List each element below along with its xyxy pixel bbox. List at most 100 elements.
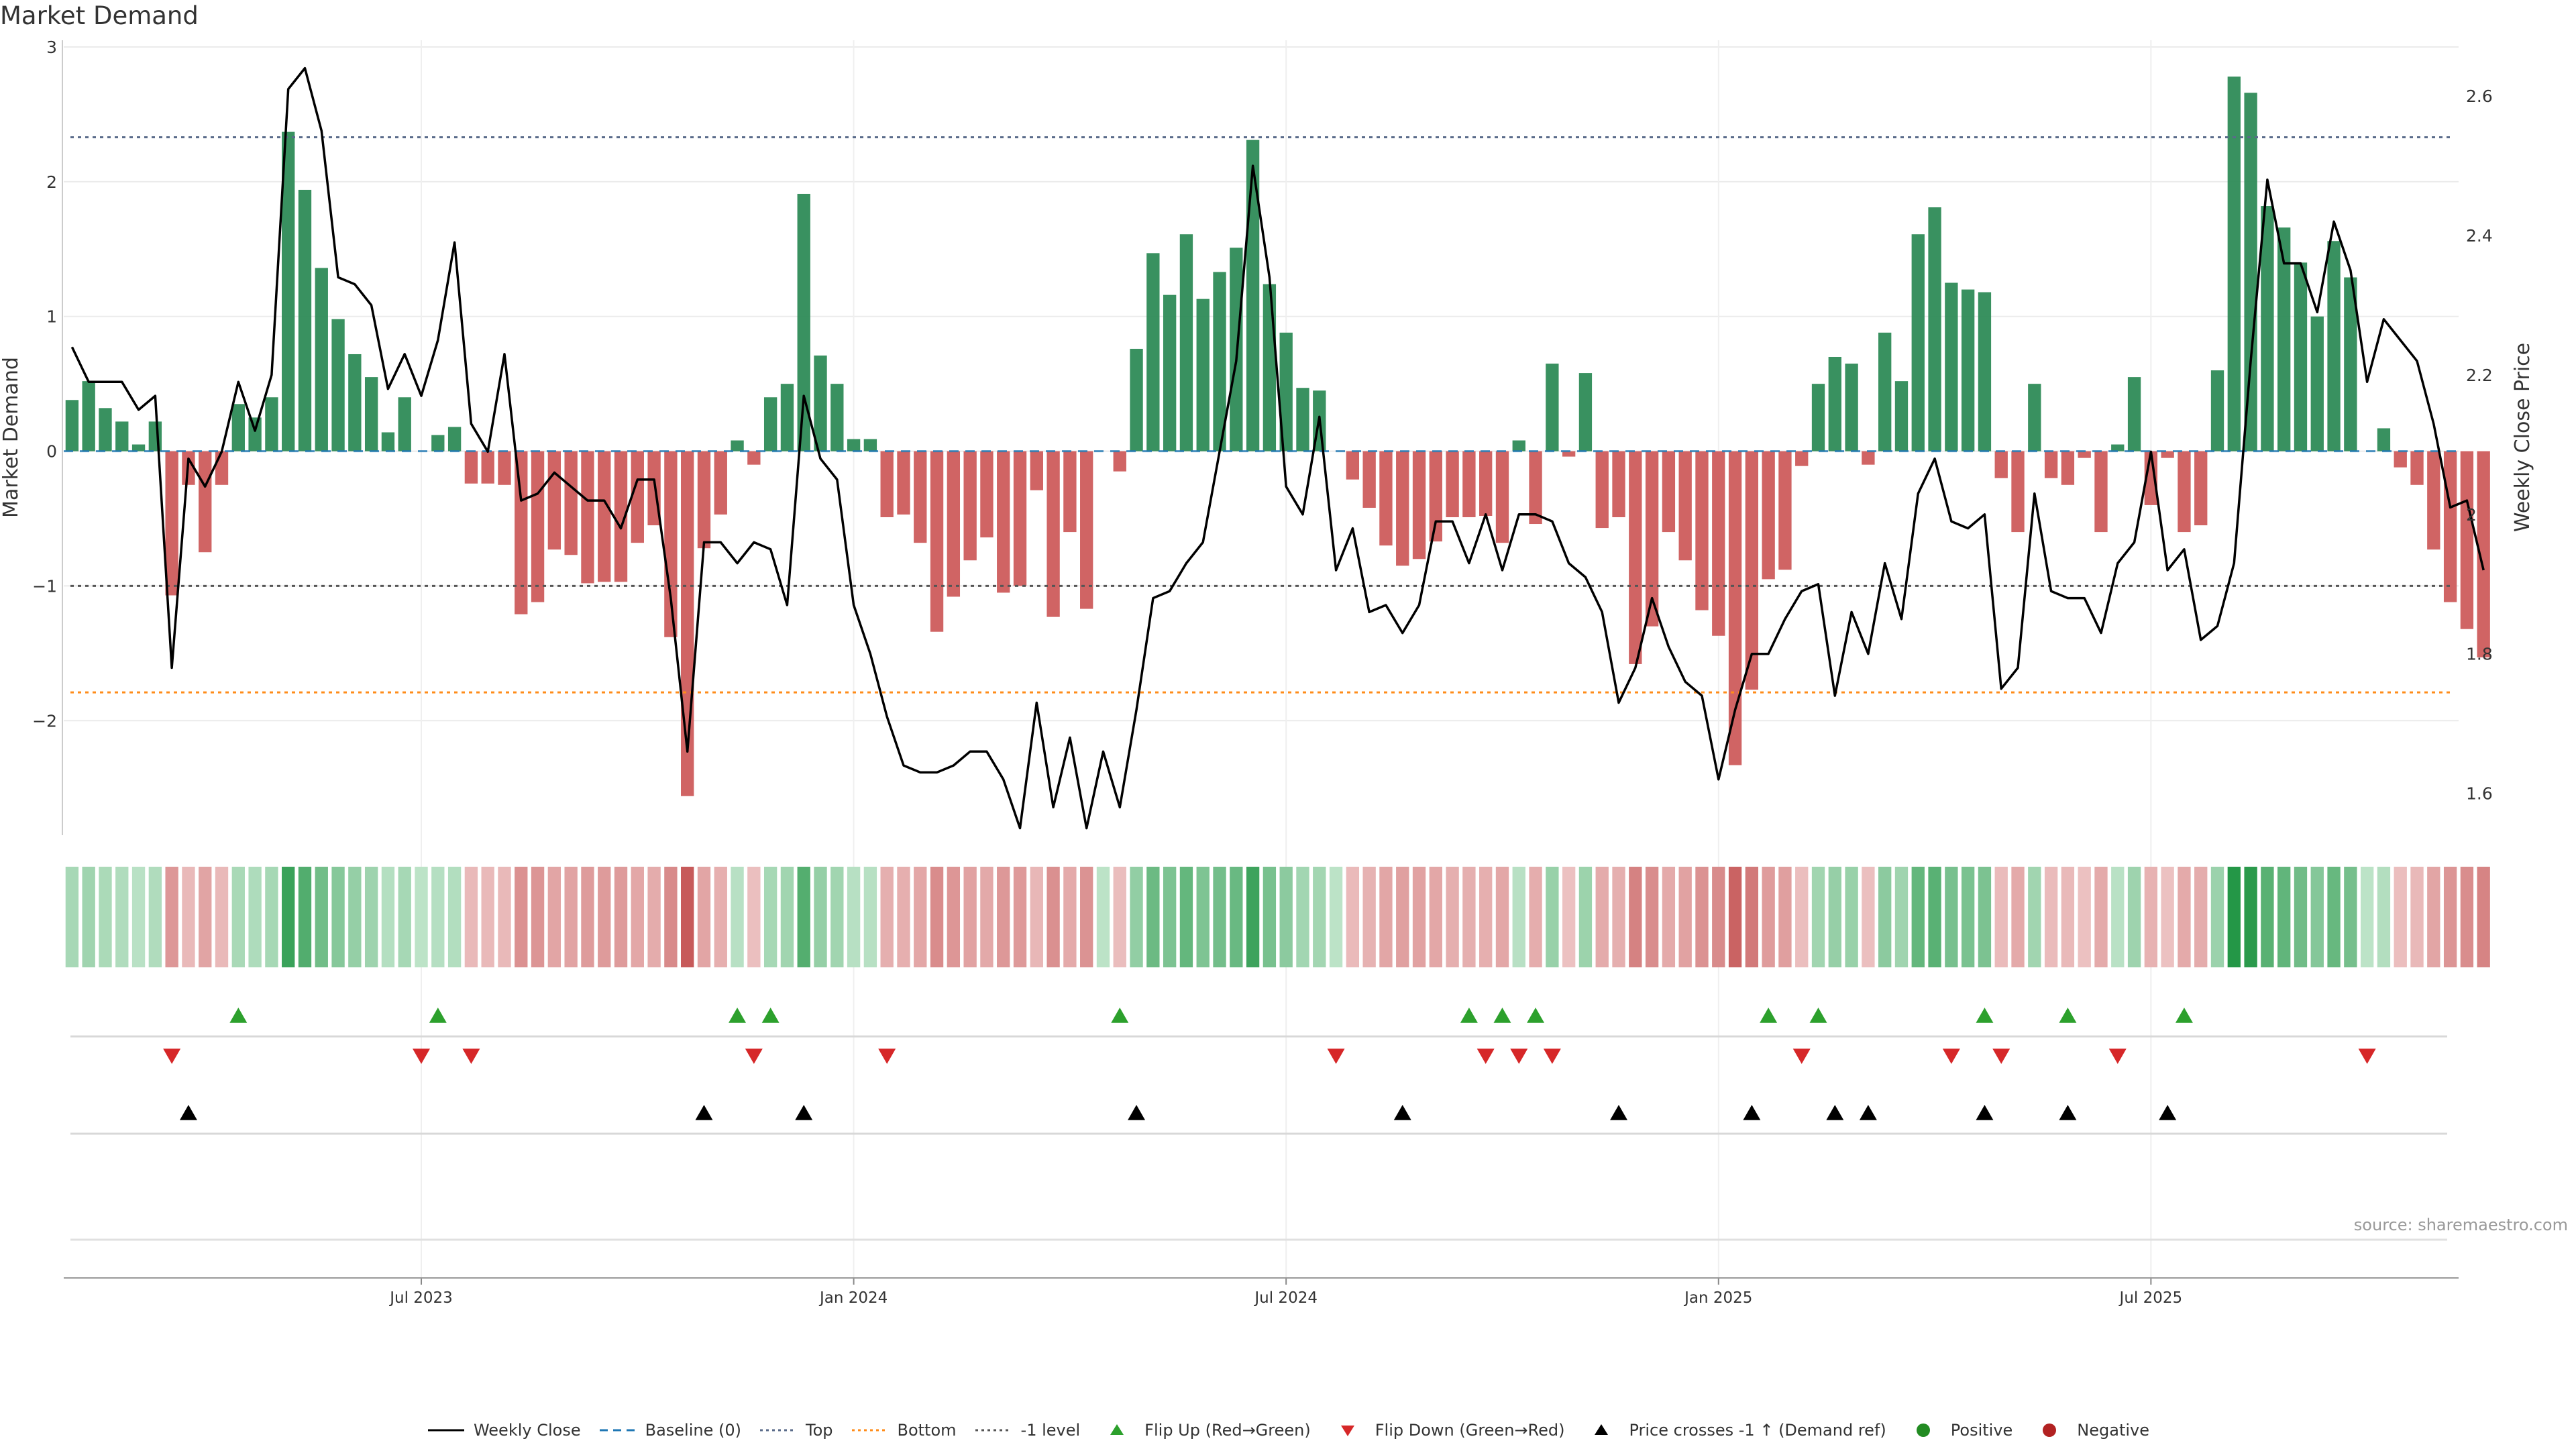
demand-bar xyxy=(914,451,927,543)
heatmap-cell xyxy=(1495,867,1509,967)
heatmap-cell xyxy=(2460,867,2474,967)
demand-bar xyxy=(1379,451,1393,546)
y2-tick-label: 2.4 xyxy=(2466,226,2493,246)
demand-bar xyxy=(1945,282,1958,451)
legend-item-flip_up: Flip Up (Red→Green) xyxy=(1097,1421,1311,1440)
legend-label: Price crosses -1 ↑ (Demand ref) xyxy=(1629,1421,1886,1440)
demand-bar xyxy=(1928,207,1941,451)
demand-bar xyxy=(1828,356,1841,451)
heatmap-cell xyxy=(930,867,944,967)
demand-bar xyxy=(2078,451,2091,458)
heatmap-cell xyxy=(1795,867,1809,967)
legend-swatch-close xyxy=(427,1429,464,1432)
heatmap-cell xyxy=(847,867,861,967)
heatmap-cell xyxy=(731,867,744,967)
demand-bar xyxy=(1346,451,1360,480)
demand-bar xyxy=(1778,451,1792,570)
demand-bar xyxy=(82,381,95,451)
demand-bar xyxy=(498,451,511,485)
heatmap-cell xyxy=(1063,867,1077,967)
demand-bar xyxy=(1495,451,1509,543)
demand-bar xyxy=(963,451,977,561)
demand-bar xyxy=(1762,451,1775,580)
heatmap-cell xyxy=(248,867,262,967)
heatmap-cell xyxy=(265,867,278,967)
heatmap-cell xyxy=(99,867,112,967)
heatmap-cell xyxy=(1546,867,1559,967)
flip-up-marker xyxy=(1809,1008,1827,1023)
heatmap-cell xyxy=(631,867,644,967)
heatmap-cell xyxy=(398,867,411,967)
x-tick-label: Jul 2023 xyxy=(388,1289,453,1307)
demand-bar xyxy=(1595,451,1609,529)
heatmap-cell xyxy=(131,867,146,967)
demand-bar xyxy=(930,451,944,632)
demand-bar xyxy=(1146,253,1160,451)
demand-bar xyxy=(1795,451,1809,466)
flip-down-marker xyxy=(462,1049,480,1064)
demand-bar xyxy=(1163,294,1177,451)
legend-item-top: Top xyxy=(759,1421,833,1440)
heatmap-cell xyxy=(1712,867,1725,967)
flip-down-marker xyxy=(2108,1049,2127,1064)
demand-bar xyxy=(1562,451,1576,457)
heatmap-cell xyxy=(1778,867,1792,967)
heatmap-cell xyxy=(681,867,694,967)
price-cross-marker xyxy=(1393,1105,1411,1120)
heatmap-cell xyxy=(780,867,794,967)
legend-label: -1 level xyxy=(1020,1421,1081,1440)
heatmap-cell xyxy=(1130,867,1143,967)
demand-bar xyxy=(747,451,761,465)
flip-up-marker xyxy=(229,1008,248,1023)
legend-item-neg_dot: Negative xyxy=(2030,1421,2149,1440)
heatmap-cell xyxy=(714,867,727,967)
legend-marker xyxy=(1110,1424,1124,1435)
demand-bar xyxy=(364,377,378,451)
heatmap-cell xyxy=(2227,867,2241,967)
heatmap-cell xyxy=(315,867,328,967)
heatmap-cell xyxy=(1978,867,1992,967)
heatmap-cell xyxy=(1429,867,1442,967)
demand-bar xyxy=(1728,451,1742,765)
demand-bar xyxy=(830,384,844,451)
demand-bar xyxy=(2344,277,2357,451)
heatmap-cell xyxy=(1213,867,1226,967)
demand-bar xyxy=(447,427,462,451)
demand-bar xyxy=(2011,451,2025,533)
heatmap-cell xyxy=(2344,867,2357,967)
demand-bar xyxy=(714,451,727,515)
demand-bar xyxy=(1479,451,1493,516)
legend-item-bottom: Bottom xyxy=(851,1421,957,1440)
demand-bar xyxy=(598,451,611,582)
flip-down-marker xyxy=(1942,1049,1960,1064)
heatmap-cell xyxy=(431,867,445,967)
heatmap-cell xyxy=(1379,867,1393,967)
demand-bar xyxy=(1412,451,1426,559)
heatmap-cell xyxy=(1828,867,1841,967)
flip-down-marker xyxy=(2358,1049,2376,1064)
demand-bar xyxy=(1013,451,1027,586)
price-cross-marker xyxy=(1976,1105,1994,1120)
demand-bar xyxy=(1130,348,1143,451)
heatmap-cell xyxy=(2111,867,2125,967)
demand-bar xyxy=(1179,234,1193,451)
heatmap-cell xyxy=(647,867,661,967)
price-cross-marker xyxy=(1610,1105,1628,1120)
signal-markers xyxy=(163,1008,2376,1120)
heatmap-cell xyxy=(1845,867,1858,967)
legend-marker xyxy=(1916,1424,1930,1437)
legend-label: Flip Down (Green→Red) xyxy=(1375,1421,1565,1440)
heatmap-cell xyxy=(1080,867,1093,967)
demand-bar xyxy=(1046,451,1060,617)
heatmap-cell xyxy=(1512,867,1525,967)
weekly-close-line xyxy=(70,66,2485,830)
demand-bar xyxy=(1845,364,1858,451)
legend-marker xyxy=(1340,1426,1354,1436)
heatmap-cell xyxy=(215,867,229,967)
price-cross-marker xyxy=(1859,1105,1877,1120)
heatmap-cell xyxy=(348,867,362,967)
flip-up-marker xyxy=(761,1008,780,1023)
demand-bar xyxy=(215,451,229,485)
heatmap-cell xyxy=(65,867,79,967)
demand-bar xyxy=(780,384,794,451)
